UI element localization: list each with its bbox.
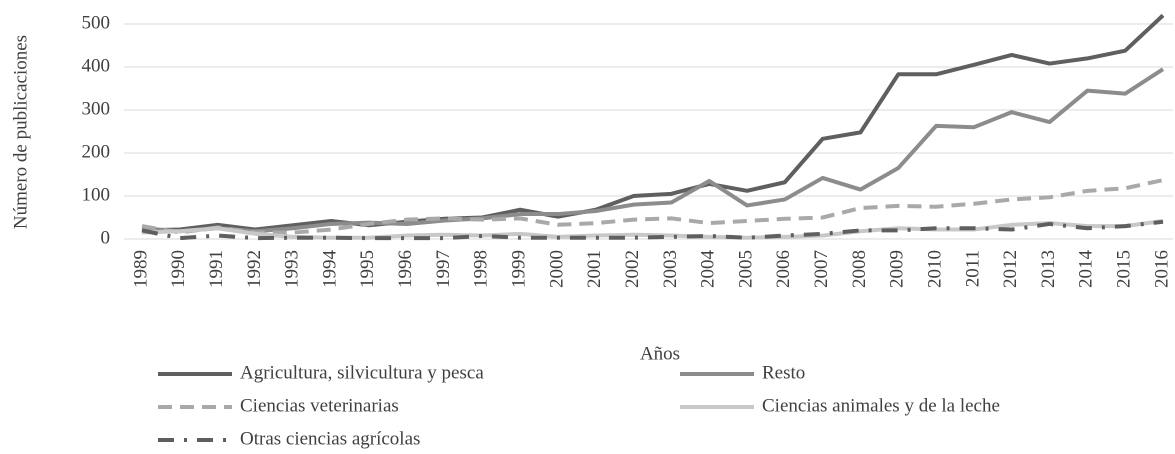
y-tick-label: 100: [82, 184, 111, 205]
series-line: [141, 219, 1164, 241]
legend-label: Ciencias animales y de la leche: [762, 395, 1000, 416]
x-tick-label: 1989: [130, 250, 151, 288]
y-tick-label: 500: [82, 12, 111, 33]
x-tick-label: 1990: [168, 250, 189, 288]
x-tick-label: 2011: [962, 250, 983, 287]
series-line: [141, 13, 1165, 233]
legend-label: Otras ciencias agrícolas: [240, 428, 420, 449]
x-tick-label: 2009: [887, 250, 908, 288]
legend-label: Ciencias veterinarias: [240, 395, 399, 416]
x-tick-label: 1998: [471, 250, 492, 288]
legend-label: Resto: [762, 362, 805, 383]
x-tick-label: 1991: [206, 250, 227, 288]
x-tick-label: 2016: [1151, 250, 1172, 288]
x-tick-label: 2015: [1114, 250, 1135, 288]
x-tick-label: 2004: [698, 250, 719, 289]
x-tick-label: 2000: [546, 250, 567, 288]
y-tick-label: 200: [82, 141, 111, 162]
y-tick-label: 0: [101, 227, 111, 248]
series-line: [141, 178, 1164, 235]
x-tick-label: 2006: [773, 250, 794, 288]
x-tick-label: 2005: [735, 250, 756, 288]
x-tick-label: 1996: [395, 250, 416, 288]
series-line: [141, 67, 1165, 234]
x-tick-label: 1995: [357, 250, 378, 288]
x-tick-label: 2012: [1000, 250, 1021, 288]
x-tick-label: 2008: [849, 250, 870, 288]
legend-label: Agricultura, silvicultura y pesca: [240, 362, 484, 383]
x-tick-label: 1993: [282, 250, 303, 288]
x-tick-label: 2013: [1038, 250, 1059, 288]
x-tick-label: 1999: [509, 250, 530, 288]
x-tick-label: 2014: [1076, 250, 1097, 289]
y-tick-label: 300: [82, 98, 111, 119]
x-tick-label: 1997: [433, 250, 454, 288]
x-tick-label: 2003: [660, 250, 681, 288]
x-tick-label: 2002: [622, 250, 643, 288]
x-tick-label: 1992: [244, 250, 265, 288]
x-tick-label: 2007: [811, 250, 832, 288]
x-tick-label: 1994: [319, 250, 340, 289]
y-axis-label: Número de publicaciones: [10, 35, 31, 229]
x-tick-label: 2010: [924, 250, 945, 288]
x-tick-label: 2001: [584, 250, 605, 288]
y-tick-label: 400: [82, 55, 111, 76]
x-axis-label: Años: [640, 343, 680, 364]
